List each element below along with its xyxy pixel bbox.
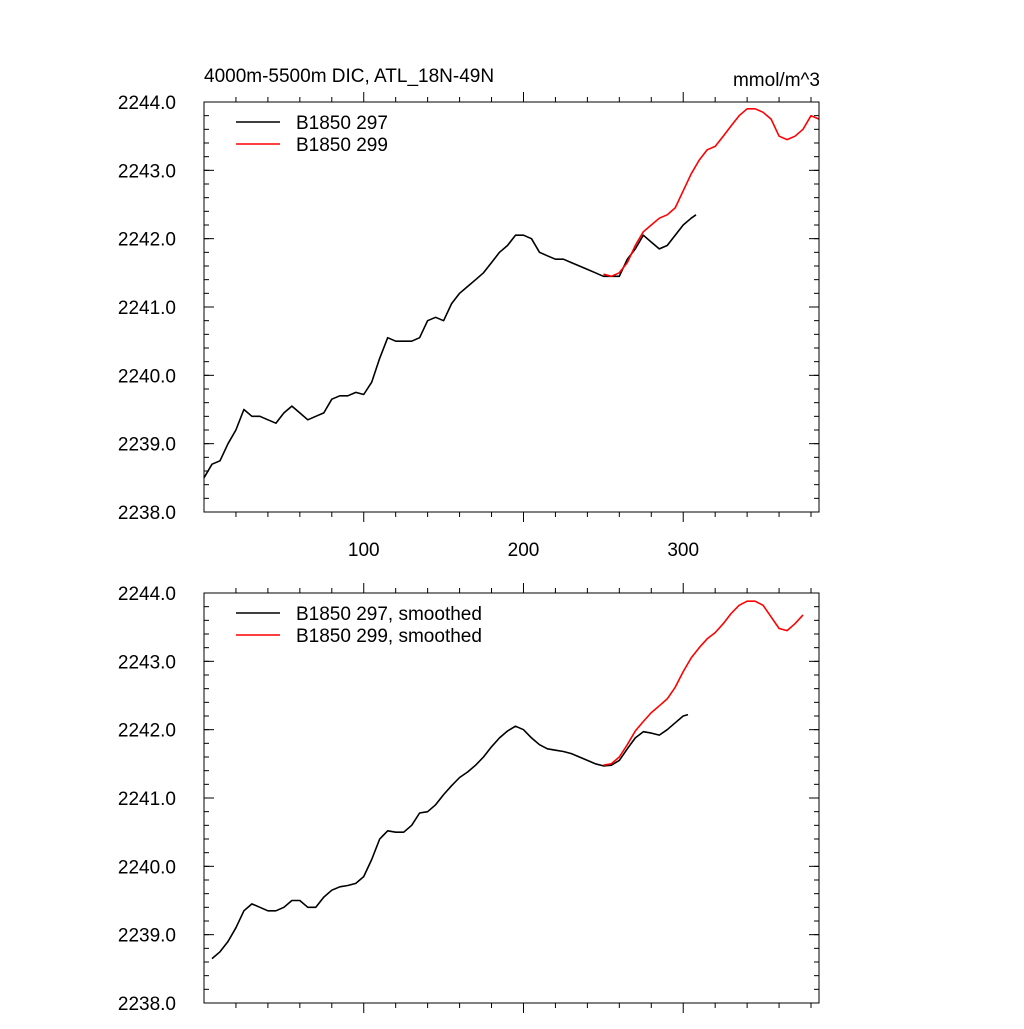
chart-panel-bottom: 2238.0 2239.0 2240.0 2241.0 2242.0 2243.0 2244…	[118, 583, 820, 1015]
y-tick-label: 2239.0	[118, 926, 176, 947]
y-tick-label: 2244.0	[118, 584, 176, 605]
series-line-2	[603, 600, 804, 766]
y-tick-label: 2240.0	[118, 366, 176, 387]
y-tick-label: 2241.0	[118, 789, 176, 810]
plot-frame	[203, 101, 820, 513]
series-line-2	[603, 108, 820, 278]
chart-title: 4000m-5500m DIC, ATL_18N-49N	[204, 66, 494, 87]
x-tick-label: 200	[508, 540, 540, 561]
series-line-1	[211, 713, 689, 960]
legend-label: B1850 299, smoothed	[296, 626, 482, 647]
axis-ticks: 2238.0 2239.0 2240.0 2241.0 2242.0 2243.0 2244…	[118, 92, 819, 561]
y-tick-label: 2238.0	[118, 994, 176, 1015]
y-tick-label: 2240.0	[118, 857, 176, 878]
y-tick-label: 2244.0	[118, 93, 176, 114]
series-group	[203, 108, 820, 479]
y-tick-label: 2241.0	[118, 298, 176, 319]
chart-units: mmol/m^3	[733, 70, 820, 91]
axis-ticks: 2238.0 2239.0 2240.0 2241.0 2242.0 2243.0 2244…	[118, 583, 819, 1015]
y-tick-label: 2242.0	[118, 721, 176, 742]
y-tick-label: 2239.0	[118, 435, 176, 456]
y-tick-label: 2243.0	[118, 652, 176, 673]
plot-frame	[203, 592, 820, 1004]
chart-panel-top: 4000m-5500m DIC, ATL_18N-49N mmol/m^3 22…	[118, 66, 820, 561]
series-line-1	[203, 214, 697, 479]
y-tick-label: 2238.0	[118, 503, 176, 524]
y-tick-label: 2242.0	[118, 230, 176, 251]
y-tick-label: 2243.0	[118, 161, 176, 182]
series-group	[211, 600, 804, 960]
x-tick-label: 300	[667, 540, 699, 561]
legend-label: B1850 297	[296, 113, 388, 134]
legend-label: B1850 297, smoothed	[296, 604, 482, 625]
legend-label: B1850 299	[296, 135, 388, 156]
x-tick-label: 100	[348, 540, 380, 561]
